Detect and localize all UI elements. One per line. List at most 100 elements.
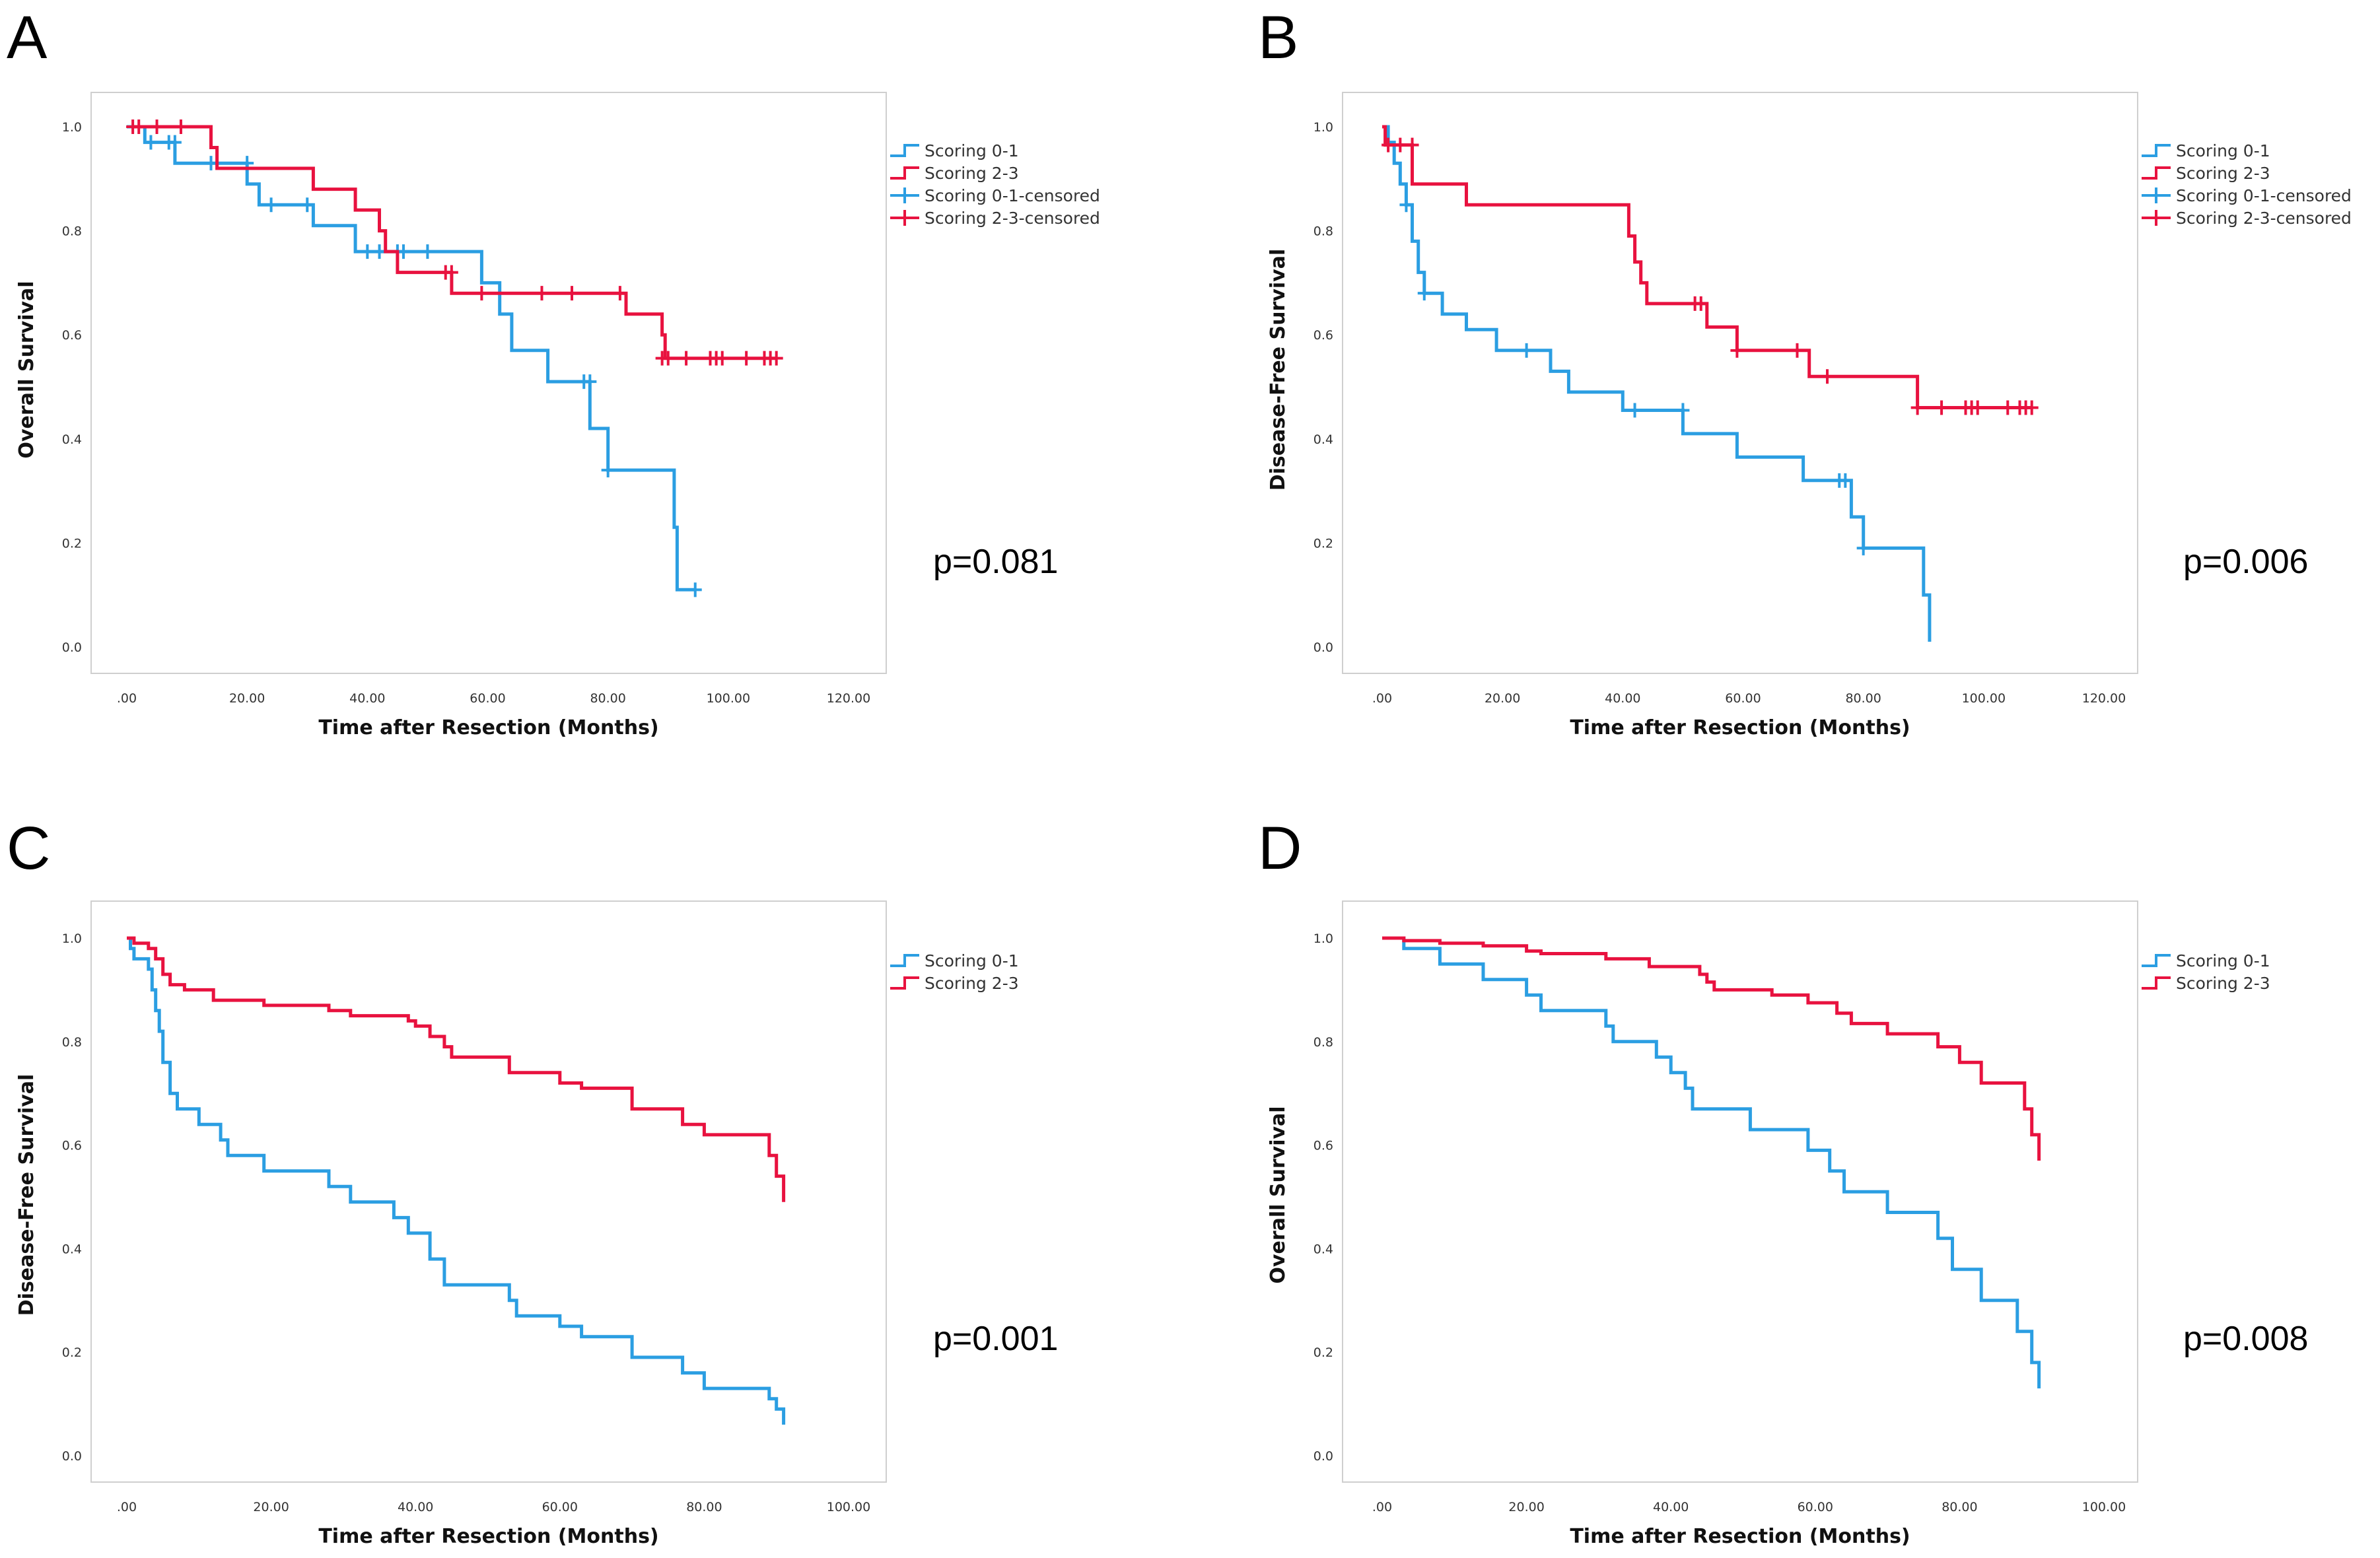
p-value: p=0.001 xyxy=(933,1320,1058,1358)
panel-c: C 0.0 0.2 0.4 0.6 0.8 1.0 .00 20.00 40.00 60.00 80.… xyxy=(7,815,1058,1548)
censor-mark xyxy=(174,119,188,134)
y-tick-label: 0.2 xyxy=(62,536,82,551)
p-value: p=0.006 xyxy=(2183,543,2308,581)
x-tick-label: 60.00 xyxy=(1798,1500,1833,1514)
legend-swatch-censored xyxy=(890,210,919,226)
p-value: p=0.008 xyxy=(2183,1320,2308,1358)
censor-mark xyxy=(1382,137,1395,152)
x-tick-label: .00 xyxy=(1372,691,1392,706)
plot-frame xyxy=(1342,92,2138,674)
censor-mark xyxy=(2025,400,2039,415)
legend-label: Scoring 2-3-censored xyxy=(925,209,1100,228)
censor-mark xyxy=(565,286,579,301)
censor-mark xyxy=(661,351,675,366)
legend-swatch xyxy=(890,144,919,157)
legend-swatch xyxy=(890,954,919,967)
x-tick-label: 40.00 xyxy=(1605,691,1640,706)
panel-b: B 0.0 0.2 0.4 0.6 0.8 1.0 .00 20.00 40.00 60.00 80.… xyxy=(1258,4,2352,739)
y-axis-title: Overall Survival xyxy=(15,281,38,458)
legend-swatch-censored xyxy=(2142,210,2171,226)
x-tick-label: 40.00 xyxy=(1653,1500,1689,1514)
censor-mark xyxy=(1405,137,1419,152)
censor-mark xyxy=(688,582,702,597)
legend-label: Scoring 0-1-censored xyxy=(2176,186,2352,205)
series-line-scoring-0-1 xyxy=(1382,936,2041,1389)
legend-swatch xyxy=(2142,954,2171,967)
panel-label: A xyxy=(7,4,48,71)
legend-label: Scoring 2-3 xyxy=(925,164,1019,183)
y-tick-label: 0.0 xyxy=(1313,1449,1333,1464)
series-line-scoring-2-3 xyxy=(1382,936,2041,1161)
y-tick-label: 0.4 xyxy=(1313,432,1333,447)
y-tick-label: 1.0 xyxy=(62,120,82,135)
legend-label: Scoring 2-3 xyxy=(2176,974,2270,993)
y-axis-title: Disease-Free Survival xyxy=(15,1074,38,1316)
censor-mark xyxy=(1790,343,1804,358)
y-tick-label: 0.0 xyxy=(62,1449,82,1464)
series-line-scoring-0-1 xyxy=(127,936,786,1425)
x-tick-label: 80.00 xyxy=(1845,691,1881,706)
y-tick-label: 0.6 xyxy=(1313,328,1333,343)
legend-label: Scoring 0-1 xyxy=(2176,951,2270,970)
panel-label: D xyxy=(1258,815,1302,882)
series-line-scoring-2-3 xyxy=(1382,125,2032,409)
legend-swatch xyxy=(2142,144,2171,157)
y-tick-label: 0.6 xyxy=(1313,1139,1333,1153)
censor-mark xyxy=(475,286,489,301)
x-tick-label: 80.00 xyxy=(686,1500,722,1514)
x-tick-label: 20.00 xyxy=(229,691,265,706)
censor-mark xyxy=(421,244,435,259)
censor-mark xyxy=(535,286,549,301)
censor-mark xyxy=(769,351,783,366)
panel-label: B xyxy=(1258,4,1298,71)
censor-mark xyxy=(1971,400,1984,415)
x-tick-label: 80.00 xyxy=(1942,1500,1977,1514)
x-tick-label: 80.00 xyxy=(590,691,625,706)
x-axis-title: Time after Resection (Months) xyxy=(1570,716,1910,739)
censor-mark xyxy=(1399,197,1413,213)
x-tick-label: 20.00 xyxy=(1485,691,1520,706)
censor-mark xyxy=(150,119,164,134)
y-tick-label: 0.8 xyxy=(62,224,82,239)
y-tick-label: 0.0 xyxy=(62,640,82,655)
censor-mark xyxy=(361,244,374,259)
y-tick-label: 0.2 xyxy=(62,1345,82,1360)
y-tick-label: 0.8 xyxy=(62,1035,82,1050)
censor-mark xyxy=(740,351,753,366)
censor-mark xyxy=(144,135,158,150)
x-tick-label: 60.00 xyxy=(542,1500,578,1514)
legend-label: Scoring 0-1 xyxy=(2176,141,2270,160)
x-tick-label: 100.00 xyxy=(2082,1500,2126,1514)
censor-mark xyxy=(1821,369,1835,384)
y-tick-label: 1.0 xyxy=(1313,931,1333,946)
censor-mark xyxy=(1935,400,1949,415)
plot-frame xyxy=(90,900,887,1483)
y-tick-label: 0.6 xyxy=(62,328,82,343)
x-tick-label: .00 xyxy=(1372,1500,1392,1514)
y-axis-title: Disease-Free Survival xyxy=(1267,249,1290,491)
y-tick-label: 0.2 xyxy=(1313,536,1333,551)
censor-mark xyxy=(1676,403,1690,418)
x-tick-label: 100.00 xyxy=(707,691,750,706)
x-tick-label: 60.00 xyxy=(470,691,505,706)
censor-mark xyxy=(1628,403,1642,418)
censor-mark xyxy=(1417,286,1431,301)
x-axis-title: Time after Resection (Months) xyxy=(318,1525,658,1548)
legend-label: Scoring 2-3-censored xyxy=(2176,209,2352,228)
censor-mark xyxy=(1838,473,1852,488)
censor-mark xyxy=(132,119,146,134)
series-line-scoring-0-1 xyxy=(1382,125,1932,642)
y-tick-label: 0.4 xyxy=(62,432,82,447)
x-tick-label: .00 xyxy=(117,691,137,706)
x-tick-label: 100.00 xyxy=(827,1500,870,1514)
series-line-scoring-2-3 xyxy=(127,936,786,1202)
x-tick-label: .00 xyxy=(117,1500,137,1514)
plot-frame xyxy=(1342,900,2138,1483)
censor-mark xyxy=(715,351,729,366)
legend-label: Scoring 2-3 xyxy=(925,974,1019,993)
x-tick-label: 60.00 xyxy=(1725,691,1761,706)
legend-label: Scoring 0-1-censored xyxy=(925,186,1100,205)
x-axis-title: Time after Resection (Months) xyxy=(1570,1525,1910,1548)
x-axis-title: Time after Resection (Months) xyxy=(318,716,658,739)
